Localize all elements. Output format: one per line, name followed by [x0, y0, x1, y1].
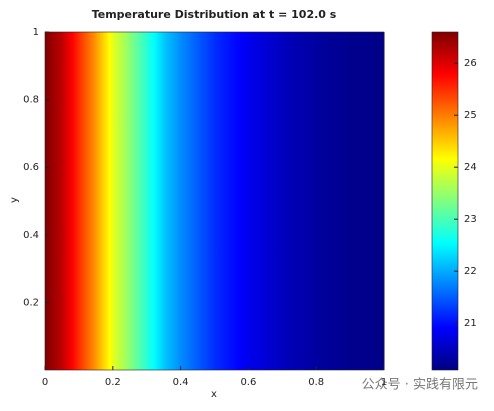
x-tick-label: 0.6 — [240, 377, 256, 388]
y-tick-label: 0.4 — [23, 230, 39, 241]
colorbar-tick-label: 21 — [464, 318, 477, 329]
colorbar-tick-label: 22 — [464, 266, 477, 277]
heat-cell — [61, 32, 80, 370]
heat-cell — [129, 32, 148, 370]
colorbar-tick-label: 25 — [464, 110, 477, 121]
y-tick-label: 0.2 — [23, 297, 39, 308]
x-tick-label: 0.8 — [308, 377, 324, 388]
x-tick-label: 0.2 — [105, 377, 121, 388]
heat-cell — [78, 32, 97, 370]
heat-cell — [214, 32, 249, 370]
chart-title: Temperature Distribution at t = 102.0 s — [92, 8, 337, 21]
colorbar-tick-label: 24 — [464, 162, 477, 173]
y-tick-label: 0.8 — [23, 95, 39, 106]
y-tick-label: 0.6 — [23, 162, 39, 173]
colorbar-tick-label: 26 — [464, 58, 477, 69]
x-tick-label: 0.4 — [173, 377, 189, 388]
heat-cell — [316, 32, 351, 370]
heat-cell — [95, 32, 114, 370]
y-tick-label: 1 — [33, 27, 39, 38]
heat-cell — [45, 32, 63, 370]
x-tick-label: 1 — [381, 377, 387, 388]
heat-cell — [146, 32, 165, 370]
colorbar — [431, 31, 459, 371]
heat-cell — [282, 32, 317, 370]
watermark: 公众号 · 实践有限元 — [362, 378, 478, 393]
heat-cell — [350, 32, 385, 370]
heat-cell — [163, 32, 182, 370]
colorbar-tick-label: 23 — [464, 214, 477, 225]
heat-cell — [180, 32, 215, 370]
plot-frame — [44, 31, 385, 371]
heat-cell — [248, 32, 283, 370]
x-tick-label: 0 — [42, 377, 48, 388]
heat-cell — [112, 32, 131, 370]
y-axis-label: y — [9, 197, 20, 203]
x-axis-label: x — [211, 389, 217, 400]
